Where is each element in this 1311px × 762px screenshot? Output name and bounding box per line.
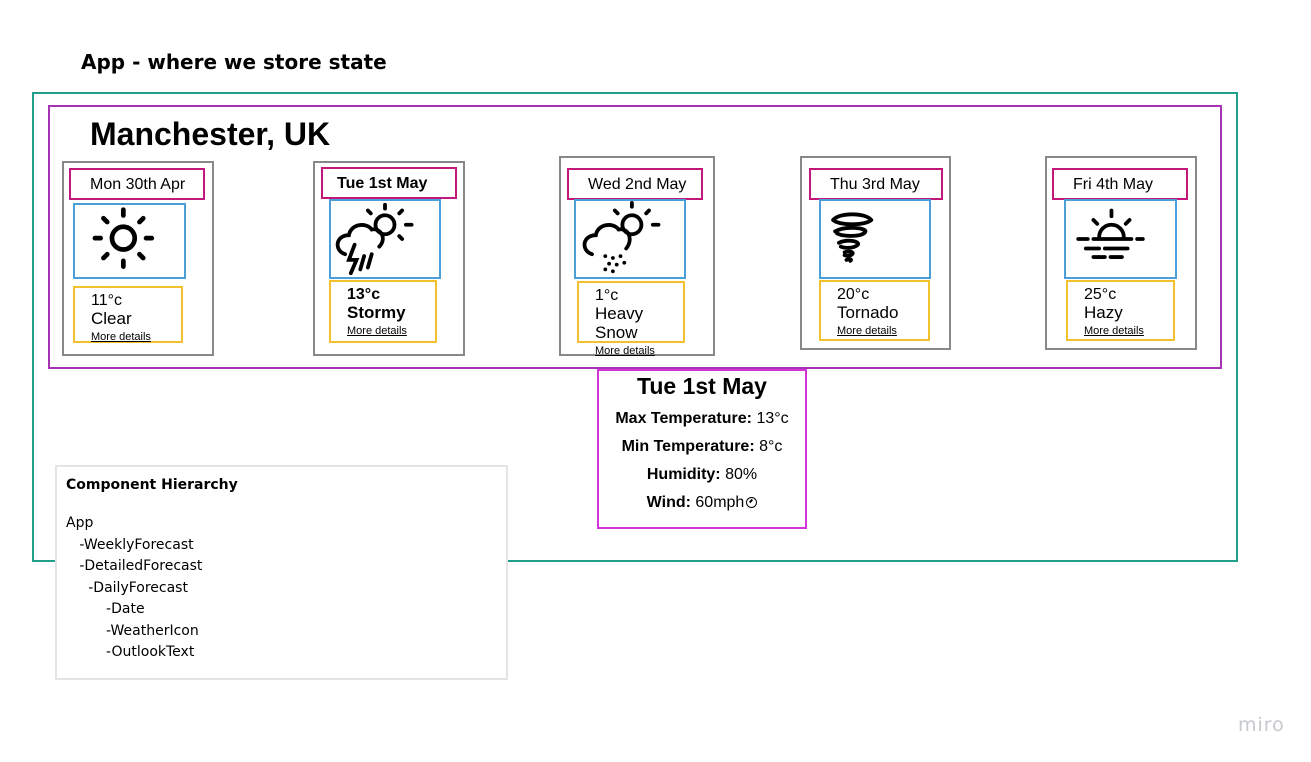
hierarchy-title: Component Hierarchy: [66, 477, 238, 493]
temperature: 20°c: [837, 286, 870, 303]
wind-direction-icon: [746, 497, 758, 508]
hierarchy-line: -OutlookText: [66, 644, 195, 660]
max-temperature: Max Temperature: 13°c: [615, 410, 789, 427]
hierarchy-line: -WeatherIcon: [66, 622, 199, 639]
sun-icon: [73, 203, 186, 279]
daily-forecast-card[interactable]: [1045, 156, 1197, 350]
detail-date: Tue 1st May: [637, 373, 767, 399]
more-details-link[interactable]: More details: [595, 345, 655, 357]
temperature: 13°c: [347, 286, 381, 303]
app-title: App - where we store state: [81, 50, 387, 74]
wind: Wind: 60mph: [599, 494, 805, 512]
temperature: 11°c: [91, 292, 123, 309]
haze-icon: [1064, 199, 1177, 279]
storm-icon: [329, 199, 441, 279]
outlook-text: 25°c Hazy More details: [1066, 280, 1175, 341]
outlook-text: 11°c Clear More details: [73, 286, 183, 343]
weekly-forecast-frame: [48, 105, 1222, 369]
daily-forecast-card[interactable]: [62, 161, 214, 356]
date-label: Fri 4th May: [1052, 168, 1188, 200]
hierarchy-line: -DetailedForecast: [66, 558, 203, 574]
min-temperature: Min Temperature: 8°c: [621, 438, 783, 455]
more-details-link[interactable]: More details: [1084, 325, 1144, 337]
component-hierarchy-note: Component Hierarchy App -WeeklyForecast …: [55, 465, 508, 680]
date-label: Mon 30th Apr: [69, 168, 205, 200]
date-label: Tue 1st May: [321, 167, 457, 199]
date-label: Thu 3rd May: [809, 168, 943, 200]
condition: Stormy: [347, 303, 406, 322]
detailed-forecast: Tue 1st May Max Temperature: 13°c Min Te…: [597, 369, 807, 529]
snow-icon: [574, 199, 686, 279]
condition: Tornado: [837, 303, 899, 322]
more-details-link[interactable]: More details: [347, 325, 407, 337]
hierarchy-line: -Date: [66, 601, 145, 617]
condition: Clear: [91, 309, 132, 328]
daily-forecast-card[interactable]: [559, 156, 715, 356]
outlook-text: 20°c Tornado More details: [819, 280, 930, 341]
hierarchy-line: App: [66, 515, 94, 531]
outlook-text: 1°c Heavy Snow More details: [577, 281, 685, 357]
temperature: 1°c: [595, 287, 619, 304]
more-details-link[interactable]: More details: [837, 325, 897, 337]
condition: Heavy Snow: [595, 304, 644, 342]
app-frame: [32, 92, 1238, 562]
city-heading: Manchester, UK: [90, 116, 331, 152]
more-details-link[interactable]: More details: [91, 331, 151, 343]
daily-forecast-card[interactable]: [800, 156, 951, 350]
hierarchy-line: -WeeklyForecast: [66, 536, 194, 553]
miro-watermark: miro: [1238, 714, 1285, 736]
date-label: Wed 2nd May: [567, 168, 703, 200]
tornado-icon: [819, 199, 931, 279]
hierarchy-line: -DailyForecast: [66, 579, 188, 596]
condition: Hazy: [1084, 303, 1123, 322]
humidity: Humidity: 80%: [646, 466, 758, 483]
outlook-text: 13°c Stormy More details: [329, 280, 437, 343]
temperature: 25°c: [1084, 286, 1117, 303]
